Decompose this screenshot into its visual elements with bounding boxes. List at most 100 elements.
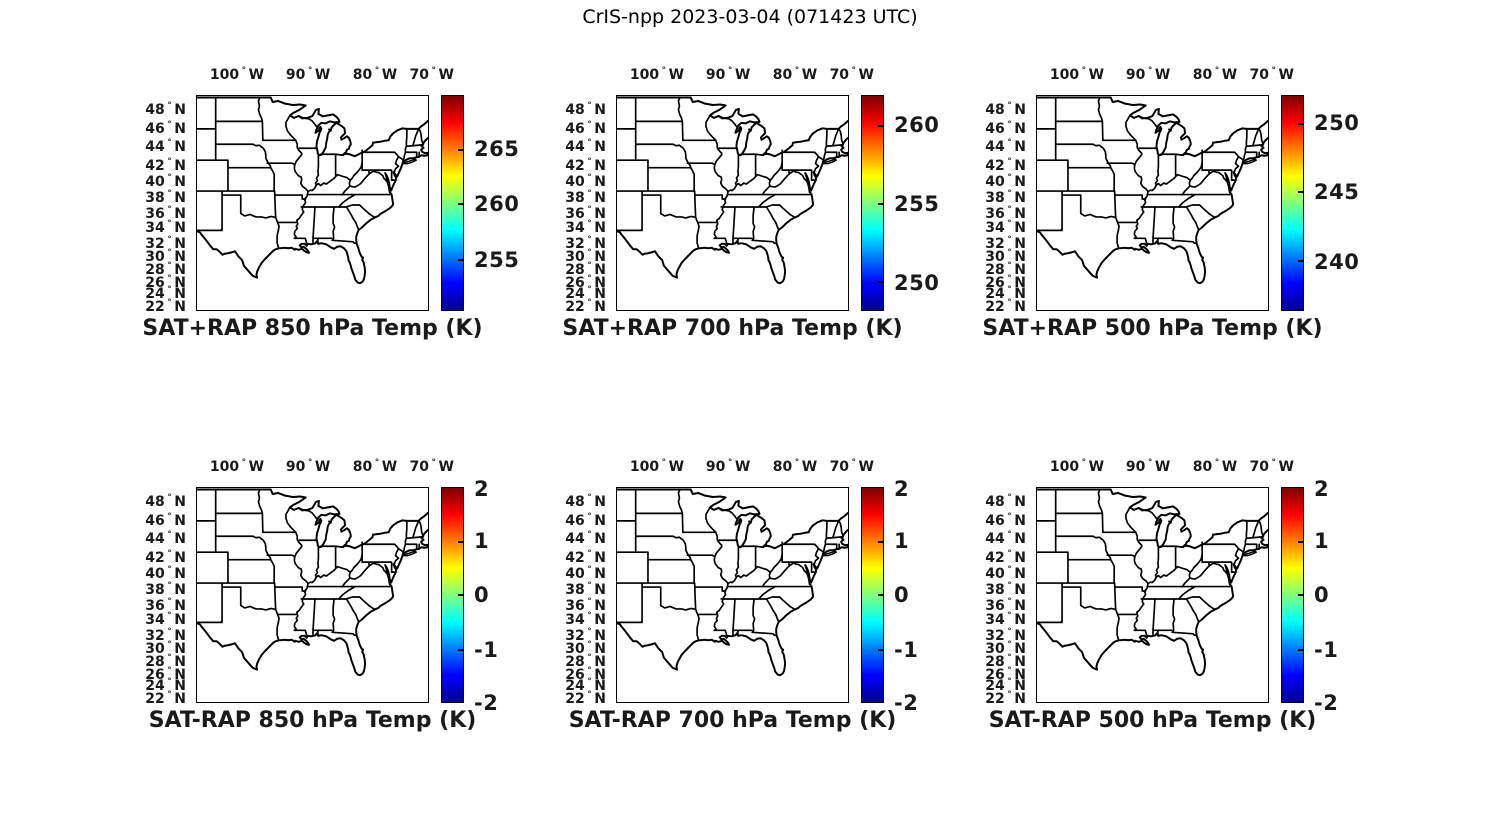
us-state-outlines-map (1037, 96, 1268, 285)
lat-tick-label: 48 ° N (985, 101, 1026, 119)
colorbar-tick-label: 255 (474, 248, 520, 273)
colorbar-sat-plus-rap-700 (861, 95, 884, 311)
lat-tick-label: 44 ° N (985, 138, 1026, 156)
lat-tick-label: 28 ° N (565, 260, 606, 278)
degree-symbol: ° (587, 596, 592, 607)
colorbar-tick-mark (458, 148, 463, 151)
degree-symbol: ° (587, 652, 592, 663)
lat-tick-label: 42 ° N (145, 549, 186, 567)
degree-symbol: ° (727, 458, 733, 468)
lat-tick-label: 40 ° N (145, 173, 186, 191)
degree-symbol: ° (167, 493, 172, 504)
degree-symbol: ° (587, 639, 592, 650)
degree-symbol: ° (587, 189, 592, 199)
degree-symbol: ° (307, 66, 313, 76)
degree-symbol: ° (1007, 204, 1012, 215)
lat-tick-label: 40 ° N (985, 173, 1026, 191)
lat-tick-label: 32 ° N (565, 627, 606, 645)
degree-symbol: ° (1007, 298, 1012, 309)
lon-tick-label: 80 ° W (1192, 66, 1238, 83)
lon-tick-label: 80 ° W (772, 458, 818, 475)
colorbar-tick-mark (458, 648, 463, 651)
lat-tick-label: 26 ° N (145, 273, 186, 291)
lat-tick-label: 44 ° N (565, 138, 606, 156)
lat-tick-label: 38 ° N (565, 581, 606, 598)
lat-tick-label: 48 ° N (565, 101, 606, 119)
degree-symbol: ° (431, 66, 437, 76)
degree-symbol: ° (587, 549, 592, 560)
panel-title-sat-minus-rap-500: SAT-RAP 500 hPa Temp (K) (988, 708, 1317, 733)
degree-symbol: ° (587, 173, 592, 184)
lat-tick-label: 32 ° N (985, 235, 1026, 253)
degree-symbol: ° (1007, 120, 1012, 131)
degree-symbol: ° (241, 458, 247, 468)
degree-symbol: ° (167, 204, 172, 215)
lat-tick-label: 28 ° N (985, 260, 1026, 278)
lat-tick-label: 22 ° N (565, 690, 606, 708)
degree-symbol: ° (794, 66, 800, 76)
degree-symbol: ° (167, 690, 172, 701)
degree-symbol: ° (587, 565, 592, 576)
degree-symbol: ° (587, 493, 592, 504)
lat-tick-label: 24 ° N (565, 284, 606, 302)
lat-tick-label: 22 ° N (985, 298, 1026, 316)
degree-symbol: ° (1007, 284, 1012, 295)
degree-symbol: ° (1007, 639, 1012, 650)
lat-tick-label: 28 ° N (565, 652, 606, 670)
panel-title-sat-minus-rap-700: SAT-RAP 700 hPa Temp (K) (568, 708, 897, 733)
lat-tick-label: 42 ° N (145, 157, 186, 175)
degree-symbol: ° (307, 458, 313, 468)
degree-symbol: ° (167, 157, 172, 168)
lon-tick-label: 70 ° W (1249, 66, 1294, 83)
degree-symbol: ° (167, 101, 172, 112)
colorbar-tick-label: 260 (474, 192, 520, 217)
colorbar-tick-label: -2 (894, 691, 919, 715)
degree-symbol: ° (587, 260, 592, 271)
degree-symbol: ° (1007, 101, 1012, 112)
lat-tick-label: 48 ° N (985, 493, 1026, 511)
lat-tick-label: 42 ° N (985, 157, 1026, 175)
colorbar-tick-label: 0 (894, 583, 910, 608)
degree-symbol: ° (1147, 66, 1153, 76)
colorbar-tick-label: 255 (894, 192, 940, 217)
lat-tick-label: 38 ° N (985, 581, 1026, 598)
lat-tick-label: 48 ° N (145, 101, 186, 119)
lon-tick-label: 100 ° W (209, 66, 265, 83)
degree-symbol: ° (167, 581, 172, 591)
panel-title-sat-plus-rap-850: SAT+RAP 850 hPa Temp (K) (142, 316, 483, 341)
colorbar-tick-mark (878, 124, 883, 127)
degree-symbol: ° (167, 549, 172, 560)
lon-tick-label: 100 ° W (629, 458, 685, 475)
degree-symbol: ° (1214, 66, 1220, 76)
degree-symbol: ° (374, 66, 380, 76)
lat-tick-label: 28 ° N (145, 652, 186, 670)
map-frame-sat-plus-rap-500 (1036, 95, 1269, 311)
degree-symbol: ° (587, 298, 592, 309)
colorbar-sat-plus-rap-500 (1281, 95, 1304, 311)
colorbar-tick-label: -1 (474, 638, 499, 663)
colorbar-tick-mark (878, 203, 883, 206)
degree-symbol: ° (1007, 676, 1012, 687)
lat-tick-label: 32 ° N (145, 627, 186, 645)
colorbar-tick-label: 1 (894, 529, 910, 553)
lon-tick-label: 90 ° W (1125, 66, 1171, 83)
lon-tick-label: 80 ° W (772, 66, 818, 83)
us-state-outlines-map (197, 96, 428, 285)
degree-symbol: ° (1007, 665, 1012, 676)
lon-tick-label: 80 ° W (352, 458, 398, 475)
lat-tick-label: 48 ° N (145, 493, 186, 511)
lon-tick-label: 100 ° W (1049, 458, 1105, 475)
lon-tick-label: 100 ° W (1049, 66, 1105, 83)
lon-tick-label: 70 ° W (1249, 458, 1294, 475)
lat-tick-label: 46 ° N (565, 120, 606, 138)
colorbar-tick-label: 0 (1314, 583, 1330, 608)
degree-symbol: ° (167, 173, 172, 184)
degree-symbol: ° (587, 138, 592, 149)
lat-tick-label: 34 ° N (565, 219, 606, 237)
colorbar-tick-label: -2 (474, 691, 499, 715)
degree-symbol: ° (1007, 235, 1012, 246)
lon-tick-label: 70 ° W (829, 458, 874, 475)
degree-symbol: ° (851, 458, 857, 468)
lat-tick-label: 40 ° N (145, 565, 186, 583)
colorbar-tick-mark (1298, 648, 1303, 651)
